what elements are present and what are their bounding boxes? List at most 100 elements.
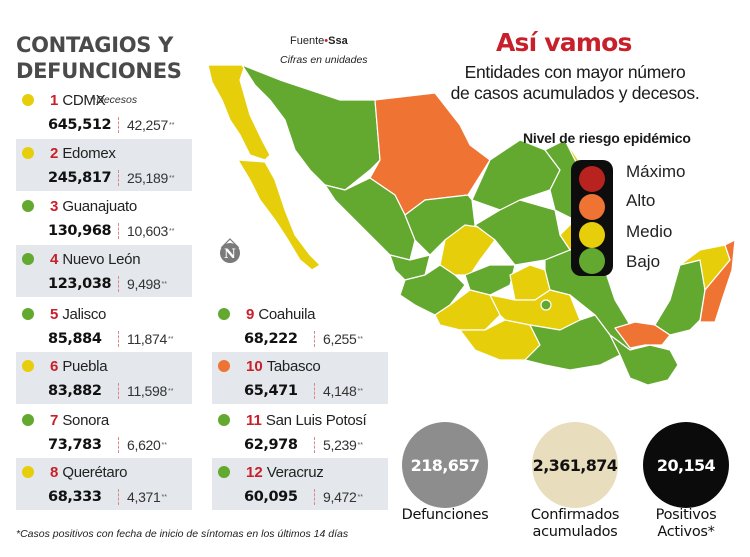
state-rank: 6 <box>50 357 59 375</box>
state-figures: 68,222 6,255 ** <box>244 329 363 349</box>
deaths-stars: ** <box>169 227 175 235</box>
state-cases: 73,783 <box>48 437 102 453</box>
units-note: Cifras en unidades <box>280 54 368 66</box>
state-row: 9 Coahuila 68,222 6,255 ** <box>212 300 388 352</box>
state-rank: 3 <box>50 197 59 215</box>
risk-dot-icon <box>22 253 34 265</box>
state-row: 6 Puebla 83,882 11,598 ** <box>16 352 192 404</box>
divider <box>118 331 119 347</box>
state-oaxaca <box>524 314 621 371</box>
state-cases: 85,884 <box>48 331 102 347</box>
total-confirmed-circle: 2,361,874 <box>532 422 618 508</box>
divider <box>118 117 119 133</box>
state-row: 4 Nuevo León 123,038 9,498 ** <box>16 245 192 297</box>
deaths-stars: ** <box>167 335 174 343</box>
state-rank: 2 <box>50 144 59 162</box>
subheadline-line-1: Entidades con mayor número <box>464 62 686 82</box>
subheadline-line-2: de casos acumulados y decesos. <box>450 83 700 103</box>
state-campeche <box>654 259 706 336</box>
subheadline: Entidades con mayor número de casos acum… <box>400 62 750 104</box>
state-deaths: 6,255 <box>323 331 357 347</box>
state-heading: 12 Veracruz <box>212 462 324 482</box>
state-cases: 62,978 <box>244 437 298 453</box>
risk-dot-icon <box>22 200 34 212</box>
legend-dot-medio <box>579 222 605 248</box>
state-heading: 1 CDMX <box>16 90 106 110</box>
deaths-stars: ** <box>167 387 174 395</box>
mexico-risk-map <box>207 64 736 386</box>
deaths-stars: ** <box>357 335 363 343</box>
state-name: Tabasco <box>266 357 321 375</box>
state-row: 8 Querétaro 68,333 4,371 ** <box>16 458 192 510</box>
state-deaths: 4,148 <box>323 383 357 399</box>
risk-dot-icon <box>218 308 230 320</box>
divider <box>118 170 119 186</box>
state-figures: 130,968 10,603 ** <box>48 221 174 241</box>
state-rank: 8 <box>50 463 59 481</box>
state-jalisco <box>399 264 466 316</box>
state-name: Guanajuato <box>62 197 137 215</box>
deaths-stars: ** <box>169 174 175 182</box>
state-row: 10 Tabasco 65,471 4,148 ** <box>212 352 388 404</box>
state-cases: 83,882 <box>48 383 102 399</box>
svg-text:N: N <box>224 247 236 262</box>
total-confirmed-label-line-1: Confirmados <box>530 507 620 523</box>
headline: Así vamos <box>496 28 632 57</box>
divider <box>118 223 119 239</box>
state-heading: 4 Nuevo León <box>16 249 141 269</box>
state-row: 1 CDMX 645,512 42,257 ** <box>16 86 192 138</box>
state-heading: 11 San Luis Potosí <box>212 410 367 430</box>
state-figures: 85,884 11,874 ** <box>48 329 173 349</box>
total-deaths-circle: 218,657 <box>402 422 488 508</box>
total-confirmed-label: Confirmados acumulados <box>515 507 635 541</box>
legend-label-maximo: Máximo <box>626 162 686 181</box>
source-credit: Fuente•Ssa <box>290 35 348 47</box>
divider <box>118 489 119 505</box>
state-figures: 68,333 4,371 ** <box>48 487 167 507</box>
state-deaths: 25,189 <box>127 170 169 186</box>
deaths-stars: ** <box>357 387 363 395</box>
state-tabasco <box>614 321 671 349</box>
deaths-stars: ** <box>357 441 363 449</box>
deaths-stars: ** <box>357 493 363 501</box>
state-heading: 8 Querétaro <box>16 462 127 482</box>
state-rank: 5 <box>50 305 59 323</box>
state-cases: 65,471 <box>244 383 298 399</box>
state-rank: 4 <box>50 250 59 268</box>
state-figures: 65,471 4,148 ** <box>244 381 363 401</box>
state-quintana-roo <box>699 239 736 323</box>
state-figures: 645,512 42,257 ** <box>48 115 174 135</box>
risk-dot-icon <box>218 360 230 372</box>
deaths-stars: ** <box>161 441 167 449</box>
traffic-light-icon <box>571 160 613 276</box>
state-deaths: 6,620 <box>127 437 161 453</box>
risk-dot-icon <box>22 466 34 478</box>
state-row: 3 Guanajuato 130,968 10,603 ** <box>16 192 192 244</box>
deaths-stars: ** <box>169 121 175 129</box>
risk-dot-icon <box>218 414 230 426</box>
state-name: Puebla <box>62 357 108 375</box>
state-baja-california-sur <box>237 159 321 271</box>
state-figures: 83,882 11,598 ** <box>48 381 173 401</box>
state-heading: 10 Tabasco <box>212 356 321 376</box>
state-heading: 2 Edomex <box>16 143 116 163</box>
state-deaths: 10,603 <box>127 223 169 239</box>
title-line-1: CONTAGIOS Y <box>16 33 174 57</box>
source-label: Fuente <box>290 35 325 47</box>
total-deaths-label-line-1: Defunciones <box>401 507 489 523</box>
risk-dot-icon <box>22 147 34 159</box>
state-deaths: 4,371 <box>127 489 161 505</box>
state-cases: 245,817 <box>48 170 112 186</box>
legend-title: Nivel de riesgo epidémico <box>523 130 691 146</box>
legend-dot-bajo <box>579 248 605 274</box>
state-rank: 12 <box>246 463 263 481</box>
risk-dot-icon <box>218 466 230 478</box>
state-row: 2 Edomex 245,817 25,189 ** <box>16 139 192 191</box>
state-figures: 123,038 9,498 ** <box>48 274 167 294</box>
deaths-stars: ** <box>161 493 167 501</box>
state-figures: 62,978 5,239 ** <box>244 435 363 455</box>
north-arrow-icon: N <box>219 238 241 269</box>
risk-dot-icon <box>22 308 34 320</box>
state-row: 7 Sonora 73,783 6,620 ** <box>16 406 192 458</box>
state-cases: 68,333 <box>48 489 102 505</box>
